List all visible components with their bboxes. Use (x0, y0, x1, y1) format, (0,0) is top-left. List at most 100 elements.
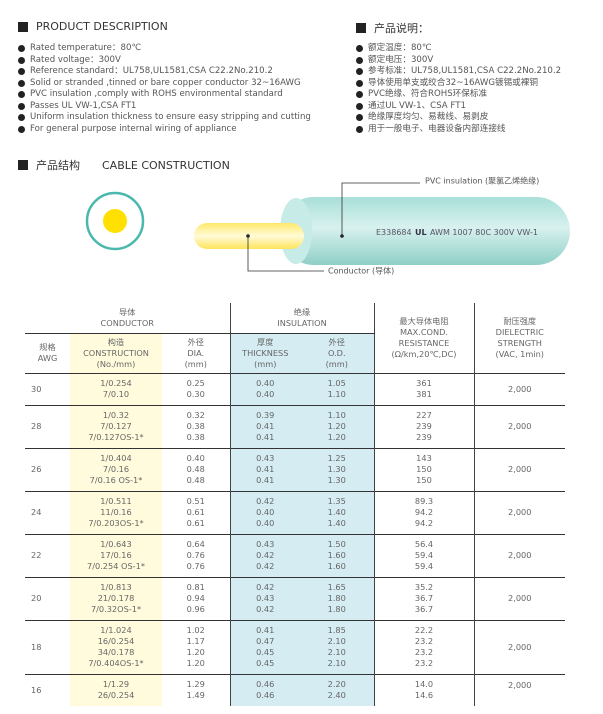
cable-construction-heading: 产品结构 CABLE CONSTRUCTION (18, 157, 230, 173)
resistance-cell: 22.2 23.2 23.2 23.2 (374, 619, 475, 674)
dielectric-header: 耐压强度 DIELECTRIC STRENGTH (VAC, 1min) (495, 315, 545, 359)
table-row: 28 1/0.32 7/0.127 7/0.127OS-1* 0.32 0.38 0.3… (25, 404, 565, 448)
od-cell: 1.25 1.30 1.30 (300, 447, 375, 491)
list-item: For general purpose internal wiring of a… (18, 124, 311, 136)
thickness-cell: 0.41 0.47 0.45 0.45 (229, 619, 300, 674)
bullet-icon (356, 79, 363, 87)
construction-cell: 1/0.643 17/0.16 7/0.254 OS-1* (70, 533, 162, 577)
thickness-cell: 0.39 0.41 0.41 (229, 404, 300, 448)
resistance-cell: 56.4 59.4 59.4 (374, 533, 475, 577)
bullet-icon (18, 79, 25, 87)
bullet-icon (18, 114, 25, 122)
construction-header: 构造 CONSTRUCTION (No./mm) (70, 333, 162, 373)
resistance-header: 最大导体电阻 MAX.COND. RESISTANCE (Ω/km,20℃,DC) (374, 303, 475, 373)
insulation-group-header: 绝缘 INSULATION (229, 303, 375, 334)
table-row: 22 1/0.643 17/0.16 7/0.254 OS-1* 0.64 0.76 0… (25, 533, 565, 577)
resistance-cell: 143 150 150 (374, 447, 475, 491)
list-item: Solid or stranded ,tinned or bare copper… (18, 78, 311, 90)
awg-cell: 18 (25, 619, 70, 674)
list-item: 额定温度：80℃ (356, 43, 561, 55)
cross-section (85, 191, 145, 251)
dia-cell: 0.32 0.38 0.38 (162, 404, 230, 448)
dia-cell: 1.02 1.17 1.20 1.20 (162, 619, 230, 674)
thickness-cell: 0.46 0.46 (229, 673, 300, 706)
thickness-header: 厚度 THICKNESS (mm) (229, 333, 300, 373)
insulation-leader-line (341, 182, 420, 236)
table-row: 24 1/0.511 11/0.16 7/0.203OS-1* 0.51 0.61 0.… (25, 490, 565, 534)
description-list-cn: 额定温度：80℃ 额定电压：300V 参考标准：UL758,UL1581,CSA C… (356, 43, 561, 135)
bullet-icon (18, 68, 25, 76)
list-item: PVC绝缘、符合ROHS环保标准 (356, 89, 561, 101)
awg-cell: 26 (25, 447, 70, 491)
construction-cell: 1/1.29 26/0.254 (70, 673, 162, 706)
dia-cell: 0.81 0.94 0.96 (162, 576, 230, 620)
construction-cell: 1/0.813 21/0.178 7/0.32OS-1* (70, 576, 162, 620)
list-item: Rated temperature：80℃ (18, 43, 311, 55)
bullet-icon (18, 45, 25, 53)
resistance-cell: 14.0 14.6 (374, 673, 475, 706)
list-item: Uniform insulation thickness to ensure e… (18, 112, 311, 124)
od-cell: 1.05 1.10 (300, 372, 375, 405)
bullet-icon (356, 114, 363, 122)
dia-cell: 0.25 0.30 (162, 372, 230, 405)
table-row: 30 1/0.254 7/0.10 0.25 0.30 0.40 0.40 1.05 1… (25, 372, 565, 405)
construction-cell: 1/0.32 7/0.127 7/0.127OS-1* (70, 404, 162, 448)
resistance-cell: 35.2 36.7 36.7 (374, 576, 475, 620)
table-row: 18 1/1.024 16/0.254 34/0.178 7/0.404OS-1* 1… (25, 619, 565, 674)
square-bullet-icon (356, 23, 366, 33)
awg-header: 规格 AWG (37, 342, 58, 363)
list-item: 参考标准：UL758,UL1581,CSA C22.2No.210.2 (356, 66, 561, 78)
od-cell: 1.10 1.20 1.20 (300, 404, 375, 448)
list-item: 额定电压：300V (356, 55, 561, 67)
insulation-label: PVC insulation (聚氯乙烯绝缘) (425, 176, 539, 186)
cable-diagram: E338684 UL AWM 1007 80C 300V VW-1 PVC in… (85, 176, 570, 276)
thickness-cell: 0.43 0.42 0.42 (229, 533, 300, 577)
awg-cell: 16 (25, 673, 70, 706)
header-row: 规格 AWG 构造 CONSTRUCTION (No./mm) 外径 DIA. (mm) … (25, 333, 565, 373)
list-item: Reference standard：UL758,UL1581,CSA C22.… (18, 66, 311, 78)
dielectric-cell: 2,000 (474, 404, 565, 448)
insulation-jacket (280, 197, 570, 265)
construction-cell: 1/1.024 16/0.254 34/0.178 7/0.404OS-1* (70, 619, 162, 674)
thickness-cell: 0.43 0.41 0.41 (229, 447, 300, 491)
table-row: 20 1/0.813 21/0.178 7/0.32OS-1* 0.81 0.94 0.… (25, 576, 565, 620)
construction-cell: 1/0.254 7/0.10 (70, 372, 162, 405)
thickness-cell: 0.40 0.40 (229, 372, 300, 405)
list-item: PVC insulation ,comply with ROHS environ… (18, 89, 311, 101)
resistance-cell: 89.3 94.2 94.2 (374, 490, 475, 534)
square-bullet-icon (18, 160, 28, 170)
print-code: E338684 (376, 228, 412, 237)
bullet-icon (356, 68, 363, 76)
dielectric-cell: 2,000 (474, 673, 565, 706)
dielectric-cell: 2,000 (474, 490, 565, 534)
dia-cell: 0.40 0.48 0.48 (162, 447, 230, 491)
conductor-group-header: 导体 CONDUCTOR (25, 303, 230, 334)
bullet-icon (18, 56, 25, 64)
conductor-leader-line (247, 236, 324, 272)
bullet-icon (356, 56, 363, 64)
product-description-heading-cn: 产品说明： (356, 20, 429, 36)
od-cell: 1.50 1.60 1.60 (300, 533, 375, 577)
print-spec: AWM 1007 80C 300V VW-1 (430, 228, 538, 237)
dielectric-cell: 2,000 (474, 533, 565, 577)
dia-header: 外径 DIA. (mm) (184, 336, 207, 369)
bullet-icon (356, 91, 363, 99)
dia-cell: 0.51 0.61 0.61 (162, 490, 230, 534)
construction-cell: 1/0.511 11/0.16 7/0.203OS-1* (70, 490, 162, 534)
od-cell: 1.65 1.80 1.80 (300, 576, 375, 620)
awg-cell: 24 (25, 490, 70, 534)
bullet-icon (18, 91, 25, 99)
bullet-icon (356, 102, 363, 110)
od-cell: 1.35 1.40 1.40 (300, 490, 375, 534)
dielectric-cell: 2,000 (474, 372, 565, 405)
list-item: Passes UL VW-1,CSA FT1 (18, 101, 311, 113)
list-item: 通过UL VW-1、CSA FT1 (356, 101, 561, 113)
awg-cell: 30 (25, 372, 70, 405)
conductor-label: Conductor (导体) (328, 266, 394, 276)
spec-table: 导体 CONDUCTOR 绝缘 INSULATION 最大导体电阻 MAX.COND.… (25, 303, 565, 706)
dia-cell: 1.29 1.49 (162, 673, 230, 706)
product-description-heading: PRODUCT DESCRIPTION (18, 20, 168, 33)
list-item: Rated voltage：300V (18, 55, 311, 67)
dia-cell: 0.64 0.76 0.76 (162, 533, 230, 577)
list-item: 绝缘厚度均匀、易裁线、易剥皮 (356, 112, 561, 124)
